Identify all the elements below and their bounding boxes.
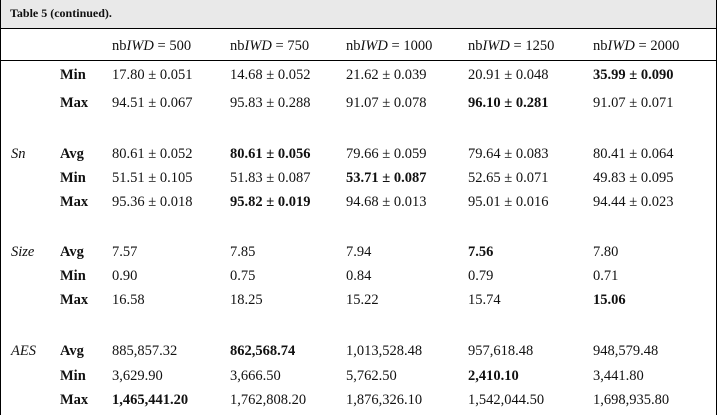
table-cell: 1,542,044.50 xyxy=(468,392,545,408)
table-cell: 1,698,935.80 xyxy=(593,392,670,408)
table-cell: 53.71 ± 0.087 xyxy=(346,170,427,186)
column-header: nbIWD = 2000 xyxy=(593,38,679,54)
border-left xyxy=(0,0,1,415)
row-stat-label: Min xyxy=(60,268,86,284)
table-cell: 80.41 ± 0.064 xyxy=(593,146,674,162)
row-stat-label: Min xyxy=(60,170,86,186)
column-header-value: = 1250 xyxy=(509,38,555,54)
table-cell: 3,629.90 xyxy=(112,368,163,384)
table-cell: 95.36 ± 0.018 xyxy=(112,194,193,210)
table-cell: 1,876,326.10 xyxy=(346,392,423,408)
column-header-prefix: nb xyxy=(593,38,608,54)
column-header-variable: IWD xyxy=(244,38,272,54)
row-group-label: AES xyxy=(11,343,36,359)
table-cell: 5,762.50 xyxy=(346,368,397,384)
table-cell: 52.65 ± 0.071 xyxy=(468,170,549,186)
table-cell: 948,579.48 xyxy=(593,343,659,359)
row-stat-label: Min xyxy=(60,368,86,384)
table-cell: 51.83 ± 0.087 xyxy=(230,170,311,186)
table-cell: 2,410.10 xyxy=(468,368,519,384)
row-stat-label: Max xyxy=(60,392,89,408)
column-header-value: = 2000 xyxy=(634,38,680,54)
table-cell: 79.66 ± 0.059 xyxy=(346,146,427,162)
table-cell: 885,857.32 xyxy=(112,343,178,359)
caption-bar xyxy=(0,0,717,28)
row-stat-label: Max xyxy=(60,194,89,210)
table-cell: 0.84 xyxy=(346,268,372,284)
table-cell: 15.06 xyxy=(593,292,626,308)
column-header-value: = 750 xyxy=(271,38,310,54)
row-stat-label: Min xyxy=(60,67,86,83)
column-header: nbIWD = 500 xyxy=(112,38,191,54)
table-cell: 51.51 ± 0.105 xyxy=(112,170,193,186)
table-cell: 7.56 xyxy=(468,244,494,260)
table-cell: 3,666.50 xyxy=(230,368,281,384)
table-cell: 0.90 xyxy=(112,268,138,284)
column-header-value: = 1000 xyxy=(387,38,433,54)
column-header-prefix: nb xyxy=(230,38,245,54)
column-header-prefix: nb xyxy=(346,38,361,54)
table-cell: 95.82 ± 0.019 xyxy=(230,194,311,210)
table-caption: Table 5 (continued). xyxy=(10,6,112,20)
column-header-prefix: nb xyxy=(468,38,483,54)
table-cell: 7.57 xyxy=(112,244,138,260)
row-stat-label: Avg xyxy=(60,343,84,359)
table-cell: 95.83 ± 0.288 xyxy=(230,95,311,111)
table-cell: 91.07 ± 0.071 xyxy=(593,95,674,111)
column-header-variable: IWD xyxy=(126,38,154,54)
table-cell: 7.80 xyxy=(593,244,619,260)
table-cell: 862,568.74 xyxy=(230,343,296,359)
column-header-variable: IWD xyxy=(482,38,510,54)
table-cell: 79.64 ± 0.083 xyxy=(468,146,549,162)
table-cell: 14.68 ± 0.052 xyxy=(230,67,311,83)
column-header: nbIWD = 1000 xyxy=(346,38,432,54)
table-cell: 0.75 xyxy=(230,268,256,284)
column-header-value: = 500 xyxy=(153,38,192,54)
row-stat-label: Max xyxy=(60,95,89,111)
table-cell: 35.99 ± 0.090 xyxy=(593,67,674,83)
table-cell: 94.51 ± 0.067 xyxy=(112,95,193,111)
column-header-variable: IWD xyxy=(360,38,388,54)
table-cell: 94.44 ± 0.023 xyxy=(593,194,674,210)
column-header: nbIWD = 1250 xyxy=(468,38,554,54)
table-cell: 15.22 xyxy=(346,292,379,308)
table-cell: 80.61 ± 0.052 xyxy=(112,146,193,162)
table-cell: 1,762,808.20 xyxy=(230,392,307,408)
table-cell: 15.74 xyxy=(468,292,501,308)
table-cell: 21.62 ± 0.039 xyxy=(346,67,427,83)
row-stat-label: Avg xyxy=(60,146,84,162)
column-header-prefix: nb xyxy=(112,38,127,54)
table-cell: 20.91 ± 0.048 xyxy=(468,67,549,83)
rule-top xyxy=(0,28,717,29)
rule-header xyxy=(0,60,717,61)
row-stat-label: Max xyxy=(60,292,89,308)
row-stat-label: Avg xyxy=(60,244,84,260)
table-cell: 957,618.48 xyxy=(468,343,534,359)
row-group-label: Sn xyxy=(11,146,26,162)
table-cell: 16.58 xyxy=(112,292,145,308)
column-header: nbIWD = 750 xyxy=(230,38,309,54)
table-cell: 3,441.80 xyxy=(593,368,644,384)
table-cell: 91.07 ± 0.078 xyxy=(346,95,427,111)
table-cell: 94.68 ± 0.013 xyxy=(346,194,427,210)
table-cell: 7.85 xyxy=(230,244,256,260)
table-cell: 1,013,528.48 xyxy=(346,343,423,359)
table-cell: 18.25 xyxy=(230,292,263,308)
table-cell: 49.83 ± 0.095 xyxy=(593,170,674,186)
column-header-variable: IWD xyxy=(607,38,635,54)
table-cell: 80.61 ± 0.056 xyxy=(230,146,311,162)
table-cell: 7.94 xyxy=(346,244,372,260)
row-group-label: Size xyxy=(11,244,35,260)
table-cell: 95.01 ± 0.016 xyxy=(468,194,549,210)
table-cell: 96.10 ± 0.281 xyxy=(468,95,549,111)
table-cell: 0.71 xyxy=(593,268,619,284)
table-cell: 0.79 xyxy=(468,268,494,284)
table-cell: 1,465,441.20 xyxy=(112,392,189,408)
table-cell: 17.80 ± 0.051 xyxy=(112,67,193,83)
